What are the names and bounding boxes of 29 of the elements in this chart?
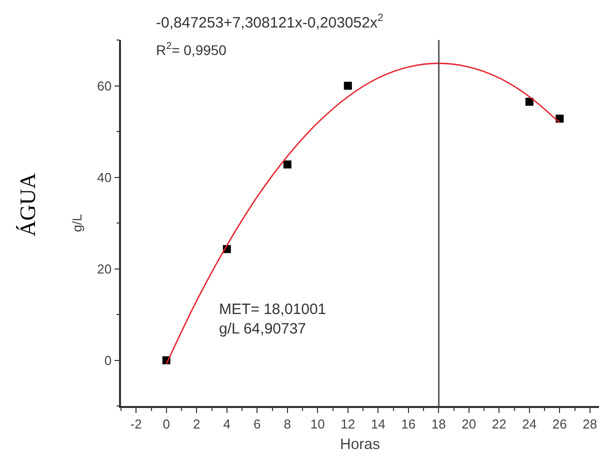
x-tick-label: 16 xyxy=(401,416,416,432)
x-tick-label: 0 xyxy=(162,416,170,432)
point xyxy=(525,98,534,106)
x-tick-label: 4 xyxy=(223,416,231,432)
x-axis-title: Horas xyxy=(340,436,380,453)
x-tick-label: 28 xyxy=(582,416,598,432)
x-tick-label: 20 xyxy=(462,416,476,432)
x-tick-label: 22 xyxy=(492,416,506,432)
x-tick-label: 8 xyxy=(284,416,292,432)
x-tick-label: 26 xyxy=(552,416,567,432)
point xyxy=(344,82,352,90)
point xyxy=(283,160,292,168)
text: -0,847253+7,308121x-0,203052x$^{2}$ xyxy=(156,12,384,32)
x-tick-label: 10 xyxy=(310,416,325,432)
y-tick-label: 40 xyxy=(97,170,112,185)
annotation: MET= 18,01001 g/L 64,90737 xyxy=(219,301,326,338)
text: ÁGUA xyxy=(15,172,40,236)
x-tick-label: -2 xyxy=(130,416,142,432)
x-tick-label: 18 xyxy=(431,416,446,432)
y-tick-label: 60 xyxy=(97,78,112,94)
x-tick-label: 2 xyxy=(193,416,200,432)
x-tick-label: 14 xyxy=(370,416,386,432)
annotation: R$^{2}$= 0,9950 xyxy=(156,41,227,58)
y-axis-title: g/L xyxy=(70,214,85,232)
x-tick-label: 12 xyxy=(340,416,356,432)
x-tick-label: 6 xyxy=(254,416,261,432)
y-tick-label: 0 xyxy=(104,352,112,368)
y-tick-label: 20 xyxy=(97,261,112,276)
x-tick-label: 24 xyxy=(522,416,537,432)
